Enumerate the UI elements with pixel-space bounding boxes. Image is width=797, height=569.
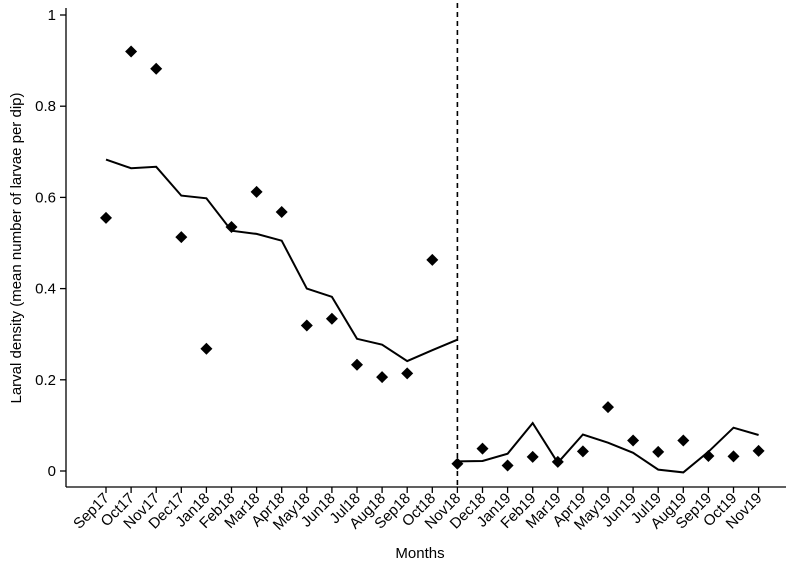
data-point	[451, 457, 464, 470]
data-point	[677, 434, 690, 447]
data-point	[501, 459, 514, 472]
data-point	[100, 211, 112, 224]
data-point	[627, 434, 640, 447]
data-point	[150, 62, 163, 75]
y-tick-label: 0.4	[35, 281, 56, 298]
y-tick-label: 0.2	[35, 372, 56, 389]
data-point	[225, 221, 238, 234]
data-point	[576, 445, 589, 458]
data-point	[351, 358, 363, 371]
data-point	[325, 312, 338, 325]
data-point	[551, 455, 564, 468]
data-point	[376, 371, 389, 384]
data-point	[300, 319, 313, 332]
data-point	[727, 450, 740, 463]
data-point	[125, 45, 138, 58]
data-point	[250, 185, 263, 198]
data-point	[275, 205, 288, 218]
y-tick-label: 1	[48, 7, 56, 24]
x-axis-title: Months	[395, 545, 444, 562]
data-point	[702, 449, 715, 462]
y-tick-label: 0.6	[35, 189, 56, 206]
data-point	[200, 342, 213, 355]
data-point	[602, 401, 614, 414]
y-tick-label: 0.8	[35, 98, 56, 115]
data-point	[401, 367, 414, 380]
plot-area: 00.20.40.60.81Sep17Oct17Nov17Dec17Jan18F…	[35, 3, 786, 534]
data-point	[476, 442, 489, 455]
data-point	[175, 231, 188, 244]
data-point	[752, 444, 765, 457]
data-point	[652, 445, 665, 458]
data-point	[526, 450, 539, 463]
data-point	[426, 253, 439, 266]
y-tick-label: 0	[48, 463, 56, 480]
y-axis-title: Larval density (mean number of larvae pe…	[8, 93, 25, 404]
fitted-line-segment-1	[105, 158, 458, 363]
